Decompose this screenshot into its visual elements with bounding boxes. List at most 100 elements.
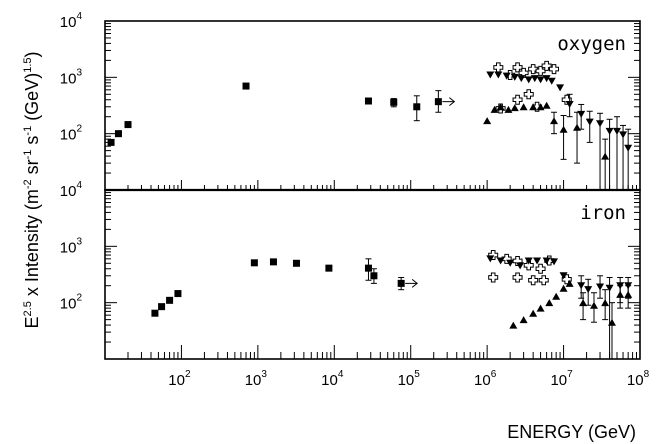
oxygen-triangle-down-point (486, 71, 495, 79)
oxygen-square-point (107, 138, 115, 146)
oxygen-cross-point (528, 64, 539, 75)
iron-triangle-up-point (579, 299, 588, 307)
x-tick-label: 106 (474, 369, 497, 389)
iron-square-point (370, 272, 378, 280)
iron-cross-point (523, 260, 534, 271)
oxygen-triangle-up-point (536, 103, 545, 111)
oxygen-cross-point (523, 89, 534, 100)
iron-cross-point (538, 275, 549, 286)
oxygen-triangle-down-point (502, 72, 511, 80)
y-axis-title: E2.5 x Intensity (m-2 sr-1 s-1 (GeV)1.5) (22, 51, 42, 328)
oxygen-triangle-up-point (601, 152, 610, 160)
oxygen-cross-point (549, 64, 560, 75)
y-tick-label: 103 (60, 236, 83, 256)
y-tick-label: 103 (60, 67, 83, 87)
oxygen-triangle-down-point (517, 75, 526, 83)
y-tick-label: 104 (60, 180, 83, 200)
x-tick-label: 104 (321, 369, 344, 389)
iron-square-point (364, 264, 372, 272)
iron-triangle-down-point (506, 259, 515, 267)
oxygen-triangle-down-point (530, 75, 539, 83)
iron-cross-point (512, 272, 523, 283)
iron-triangle-down-point (577, 282, 586, 290)
iron-triangle-up-point (519, 316, 528, 324)
oxygen-triangle-up-point (559, 125, 568, 133)
oxygen-triangle-down-point (494, 71, 503, 79)
x-tick-label: 103 (245, 369, 268, 389)
iron-triangle-up-point (529, 309, 538, 317)
oxygen-triangle-down-point (565, 100, 574, 108)
x-tick-label: 107 (550, 369, 573, 389)
x-tick-label: 102 (168, 369, 191, 389)
oxygen-triangle-down-point (536, 76, 545, 84)
oxygen-cross-point (493, 62, 504, 73)
x-tick-label: 105 (398, 369, 421, 389)
iron-triangle-up-point (545, 299, 554, 307)
axis-ticks: 102 103 104 105 106 107 108 104 103 102 104 103 102 (60, 11, 650, 389)
iron-cross-point (488, 272, 499, 283)
iron-triangle-up-point (601, 299, 610, 307)
iron-triangle-down-point (542, 257, 551, 265)
iron-triangle-down-point (550, 258, 559, 266)
oxygen-triangle-down-point (596, 120, 605, 128)
oxygen-square-point (434, 98, 442, 106)
oxygen-triangle-down-point (619, 131, 628, 139)
oxygen-cross-point (512, 62, 523, 73)
iron-square-point (292, 259, 300, 267)
oxygen-square-point (242, 82, 250, 90)
iron-triangle-down-point (516, 262, 525, 270)
oxygen-square-point (390, 98, 398, 106)
oxygen-cross-point (512, 94, 523, 105)
iron-square-point (158, 303, 166, 311)
oxygen-triangle-up-point (496, 103, 505, 111)
oxygen-triangle-down-point (605, 127, 614, 135)
oxygen-triangle-down-point (556, 84, 565, 92)
oxygen-triangle-up-point (504, 105, 513, 113)
iron-triangle-up-point (552, 292, 561, 300)
oxygen-triangle-down-point (524, 76, 533, 84)
iron-triangle-up-point (509, 321, 518, 329)
oxygen-cross-point (541, 60, 552, 71)
iron-triangle-up-point (589, 301, 598, 309)
oxygen-triangle-up-point (510, 104, 519, 112)
lower-limit-arrowhead (411, 278, 418, 288)
iron-square-point (269, 258, 277, 266)
iron-square-point (151, 309, 159, 317)
iron-triangle-down-point (596, 283, 605, 291)
oxygen-triangle-down-point (547, 77, 556, 85)
oxygen-triangle-up-point (550, 117, 559, 125)
iron-triangle-down-point (584, 286, 593, 294)
oxygen-triangle-down-point (624, 144, 633, 152)
iron-panel-label: iron (580, 202, 626, 224)
oxygen-panel-label: oxygen (557, 33, 626, 55)
oxygen-triangle-down-point (585, 118, 594, 126)
iron-triangle-down-point (524, 257, 533, 265)
oxygen-square-point (364, 97, 372, 105)
data-points (107, 60, 633, 359)
x-tick-label: 108 (627, 369, 650, 389)
iron-square-point (250, 259, 258, 267)
x-axis-title: ENERGY (GeV) (507, 422, 636, 442)
iron-triangle-down-point (605, 284, 614, 292)
y-tick-label: 102 (60, 293, 83, 313)
oxygen-triangle-up-point (490, 105, 499, 113)
iron-square-point (325, 264, 333, 272)
iron-triangle-down-point (486, 255, 495, 263)
iron-triangle-up-point (624, 290, 633, 298)
oxygen-triangle-up-point (519, 103, 528, 111)
oxygen-triangle-up-point (483, 117, 492, 125)
iron-square-point (397, 279, 405, 287)
iron-triangle-up-point (565, 279, 574, 287)
oxygen-triangle-up-point (573, 123, 582, 131)
iron-triangle-up-point (559, 284, 568, 292)
iron-cross-point (528, 275, 539, 286)
oxygen-triangle-down-point (510, 73, 519, 81)
iron-cross-point (535, 263, 546, 274)
iron-triangle-up-point (616, 290, 625, 298)
iron-triangle-down-point (559, 272, 568, 280)
iron-triangle-up-point (607, 318, 616, 326)
oxygen-triangle-down-point (612, 127, 621, 135)
y-tick-label: 102 (60, 124, 83, 144)
y-tick-label: 104 (60, 11, 83, 31)
oxygen-square-point (124, 121, 132, 129)
